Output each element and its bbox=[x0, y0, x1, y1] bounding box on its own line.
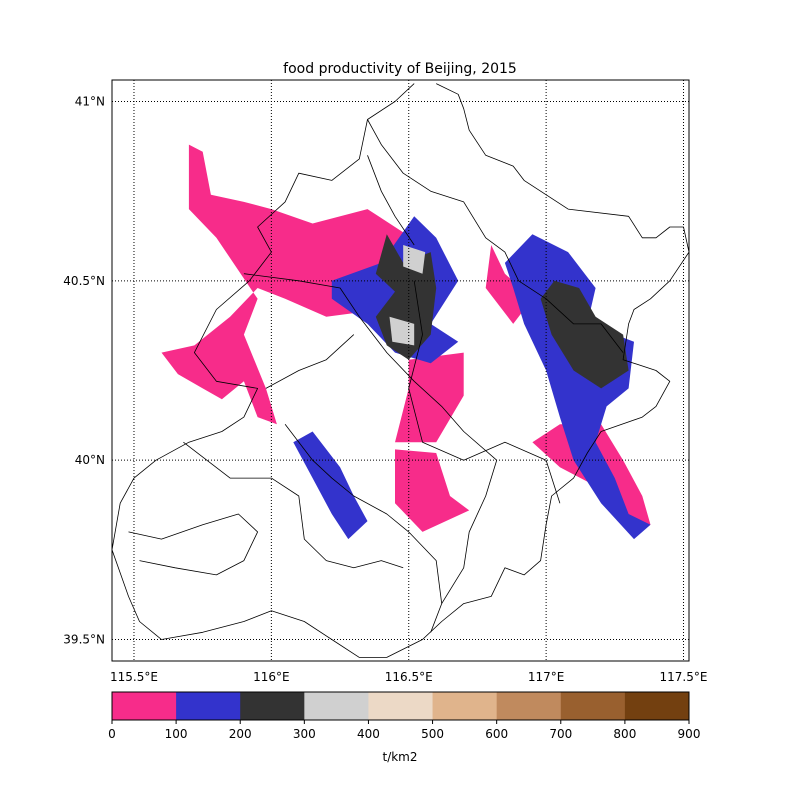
productivity-region-12 bbox=[389, 316, 415, 346]
lon-tick-label: 115.5°E bbox=[110, 670, 158, 684]
colorbar-segment bbox=[432, 692, 498, 720]
boundary-inner-2 bbox=[243, 273, 497, 461]
productivity-region-7 bbox=[504, 234, 651, 540]
colorbar-frame bbox=[111, 691, 690, 721]
latitude-labels: 41°N 40.5°N 40°N 39.5°N bbox=[63, 95, 105, 647]
boundary-inner-4 bbox=[284, 424, 443, 633]
colorbar-tick-label: 0 bbox=[108, 727, 116, 741]
colorbar-segment bbox=[368, 692, 434, 720]
colorbar-segment bbox=[304, 692, 369, 720]
boundary-inner-3 bbox=[408, 280, 561, 504]
boundary-inner-7 bbox=[265, 334, 355, 389]
colorbar-segment bbox=[176, 692, 241, 720]
boundary-outer bbox=[112, 83, 689, 658]
lat-tick-label: 39.5°N bbox=[63, 632, 105, 646]
district-boundaries bbox=[112, 83, 689, 658]
colorbar-segment bbox=[240, 692, 305, 720]
lon-tick-label: 117°E bbox=[528, 670, 565, 684]
productivity-region-8 bbox=[293, 431, 368, 540]
boundary-inner-6 bbox=[128, 513, 259, 576]
lat-tick-label: 40°N bbox=[75, 453, 105, 467]
productivity-region-3 bbox=[395, 449, 470, 532]
longitude-labels: 115.5°E 116°E 116.5°E 117°E 117.5°E bbox=[110, 670, 707, 684]
colorbar: 0 100 200 300 400 500 600 700 800 900 bbox=[108, 691, 701, 741]
boundary-inner-8 bbox=[441, 460, 498, 604]
colorbar-tick-label: 700 bbox=[549, 727, 572, 741]
productivity-layer bbox=[161, 144, 651, 540]
lat-tick-label: 41°N bbox=[75, 95, 105, 109]
lon-tick-label: 117.5°E bbox=[660, 670, 708, 684]
boundary-inner-9 bbox=[367, 155, 415, 246]
colorbar-tick-label: 500 bbox=[421, 727, 444, 741]
map-plot-area bbox=[112, 80, 689, 661]
colorbar-tick-label: 900 bbox=[678, 727, 701, 741]
graticule bbox=[112, 80, 689, 661]
colorbar-tick-label: 600 bbox=[485, 727, 508, 741]
boundary-inner-1 bbox=[367, 119, 624, 353]
colorbar-tick-label: 300 bbox=[293, 727, 316, 741]
colorbar-tick-label: 100 bbox=[165, 727, 188, 741]
colorbar-tick-label: 800 bbox=[613, 727, 636, 741]
productivity-region-10 bbox=[540, 280, 629, 389]
colorbar-segment bbox=[560, 692, 626, 720]
lon-tick-label: 116.5°E bbox=[385, 670, 433, 684]
colorbar-label: t/km2 bbox=[382, 750, 417, 764]
colorbar-segment bbox=[624, 692, 690, 720]
lat-tick-label: 40.5°N bbox=[63, 274, 105, 288]
lon-tick-label: 116°E bbox=[253, 670, 290, 684]
productivity-region-1 bbox=[161, 144, 437, 425]
colorbar-tick-label: 200 bbox=[229, 727, 252, 741]
boundary-inner-5 bbox=[183, 441, 404, 569]
chart-title: food productivity of Beijing, 2015 bbox=[283, 61, 517, 77]
colorbar-segment bbox=[112, 692, 177, 720]
map-frame bbox=[111, 79, 690, 662]
colorbar-tick-label: 400 bbox=[357, 727, 380, 741]
colorbar-segment bbox=[496, 692, 562, 720]
